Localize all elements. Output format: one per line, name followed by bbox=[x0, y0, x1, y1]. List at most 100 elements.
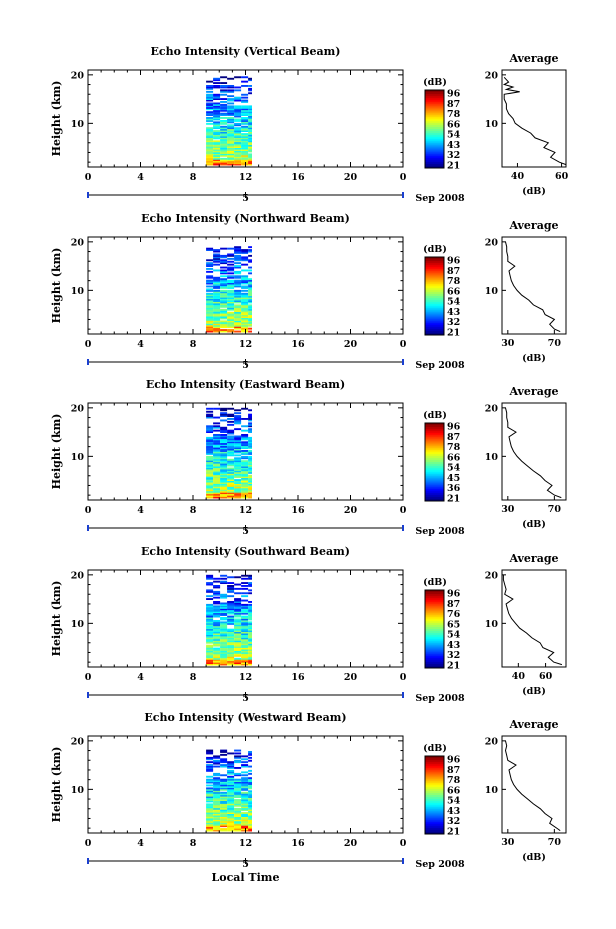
colorbar-segment bbox=[425, 652, 444, 655]
x-tick-label: 8 bbox=[190, 172, 197, 183]
colorbar-segment bbox=[425, 121, 444, 124]
colorbar-segment bbox=[425, 158, 444, 161]
average-y-tick-label: 10 bbox=[485, 785, 499, 796]
y-tick-label: 10 bbox=[71, 619, 85, 630]
average-frame bbox=[501, 735, 567, 834]
colorbar-segment bbox=[425, 313, 444, 316]
colorbar-segment bbox=[425, 619, 444, 622]
colorbar-segment bbox=[425, 423, 444, 426]
colorbar-tick-label: 21 bbox=[447, 161, 460, 172]
x-tick-label: 4 bbox=[137, 838, 144, 849]
colorbar-tick-label: 76 bbox=[447, 609, 461, 620]
colorbar-segment bbox=[425, 477, 444, 481]
colorbar-tick-label: 21 bbox=[447, 827, 460, 838]
colorbar-unit: (dB) bbox=[423, 577, 447, 588]
y-tick-label: 10 bbox=[71, 785, 85, 796]
colorbar-segment bbox=[425, 148, 444, 151]
colorbar-segment bbox=[425, 319, 444, 322]
colorbar-segment bbox=[425, 272, 444, 276]
colorbar-segment bbox=[425, 812, 444, 815]
colorbar-segment bbox=[425, 648, 444, 651]
x-tick-label: 0 bbox=[400, 838, 407, 849]
panel-title: Echo Intensity (Eastward Beam) bbox=[146, 378, 345, 391]
colorbar-segment bbox=[425, 467, 444, 471]
colorbar-segment bbox=[425, 623, 444, 626]
colorbar-segment bbox=[425, 644, 444, 648]
colorbar-segment bbox=[425, 296, 444, 299]
colorbar-segment bbox=[425, 99, 444, 103]
average-x-tick-label: 70 bbox=[548, 338, 562, 349]
colorbar-segment bbox=[425, 832, 444, 835]
x-tick-label: 16 bbox=[291, 838, 305, 849]
x-tick-label: 8 bbox=[190, 838, 197, 849]
colorbar-unit: (dB) bbox=[423, 77, 447, 88]
colorbar-segment bbox=[425, 105, 444, 109]
colorbar-tick-label: 78 bbox=[447, 276, 461, 287]
colorbar-segment bbox=[425, 307, 444, 311]
average-y-tick-label: 20 bbox=[485, 403, 499, 414]
colorbar-segment bbox=[425, 264, 444, 268]
x-tick-label: 0 bbox=[85, 339, 92, 350]
colorbar-segment bbox=[425, 826, 444, 829]
colorbar-segment bbox=[425, 303, 444, 307]
colorbar-segment bbox=[425, 458, 444, 461]
colorbar-unit: (dB) bbox=[423, 410, 447, 421]
average-profile-line bbox=[505, 407, 562, 499]
colorbar-segment bbox=[425, 280, 444, 283]
average-title: Average bbox=[508, 385, 558, 398]
x-tick-label: 16 bbox=[291, 339, 305, 350]
y-tick-label: 20 bbox=[71, 736, 85, 747]
x-tick-label: 4 bbox=[137, 672, 144, 683]
average-y-tick-label: 20 bbox=[485, 70, 499, 81]
colorbar-tick-label: 66 bbox=[447, 286, 461, 297]
colorbar-segment bbox=[425, 152, 444, 155]
average-y-tick-label: 20 bbox=[485, 237, 499, 248]
x-tick-label: 20 bbox=[344, 339, 358, 350]
colorbar-segment bbox=[425, 438, 444, 442]
x-tick-label: 20 bbox=[344, 505, 358, 516]
colorbar-segment bbox=[425, 605, 444, 609]
x-tick-label: 8 bbox=[190, 505, 197, 516]
x-tick-label: 12 bbox=[239, 339, 252, 350]
colorbar-segment bbox=[425, 798, 444, 802]
colorbar-segment bbox=[425, 95, 444, 99]
colorbar-tick-label: 96 bbox=[447, 422, 461, 433]
colorbar-segment bbox=[425, 473, 444, 477]
colorbar-segment bbox=[425, 333, 444, 336]
colorbar-segment bbox=[425, 286, 444, 289]
colorbar-segment bbox=[425, 609, 444, 612]
colorbar-segment bbox=[425, 775, 444, 778]
colorbar-segment bbox=[425, 301, 444, 305]
colorbar-segment bbox=[425, 282, 444, 285]
colorbar-segment bbox=[425, 262, 444, 266]
colorbar-segment bbox=[425, 479, 444, 482]
average-x-label: (dB) bbox=[522, 852, 546, 863]
average-y-tick-label: 20 bbox=[485, 570, 499, 581]
colorbar-segment bbox=[425, 491, 444, 494]
colorbar-tick-label: 87 bbox=[447, 99, 460, 110]
colorbar-tick-label: 66 bbox=[447, 452, 461, 463]
y-tick-label: 20 bbox=[71, 570, 85, 581]
colorbar-segment bbox=[425, 783, 444, 786]
colorbar-segment bbox=[425, 138, 444, 142]
colorbar-segment bbox=[425, 814, 444, 817]
colorbar-segment bbox=[425, 132, 444, 136]
x-tick-label: 8 bbox=[190, 339, 197, 350]
y-tick-label: 10 bbox=[71, 452, 85, 463]
colorbar-tick-label: 66 bbox=[447, 119, 461, 130]
colorbar-segment bbox=[425, 767, 444, 771]
colorbar-segment bbox=[425, 597, 444, 601]
average-x-label: (dB) bbox=[522, 186, 546, 197]
colorbar-segment bbox=[425, 109, 444, 112]
colorbar-segment bbox=[425, 140, 444, 144]
colorbar-segment bbox=[425, 820, 444, 823]
colorbar-segment bbox=[425, 795, 444, 798]
colorbar-segment bbox=[425, 493, 444, 496]
colorbar-frame bbox=[424, 256, 445, 336]
colorbar-segment bbox=[425, 125, 444, 128]
colorbar-segment bbox=[425, 471, 444, 475]
average-x-tick-label: 30 bbox=[501, 837, 515, 848]
colorbar-segment bbox=[425, 299, 444, 303]
colorbar-segment bbox=[425, 329, 444, 332]
